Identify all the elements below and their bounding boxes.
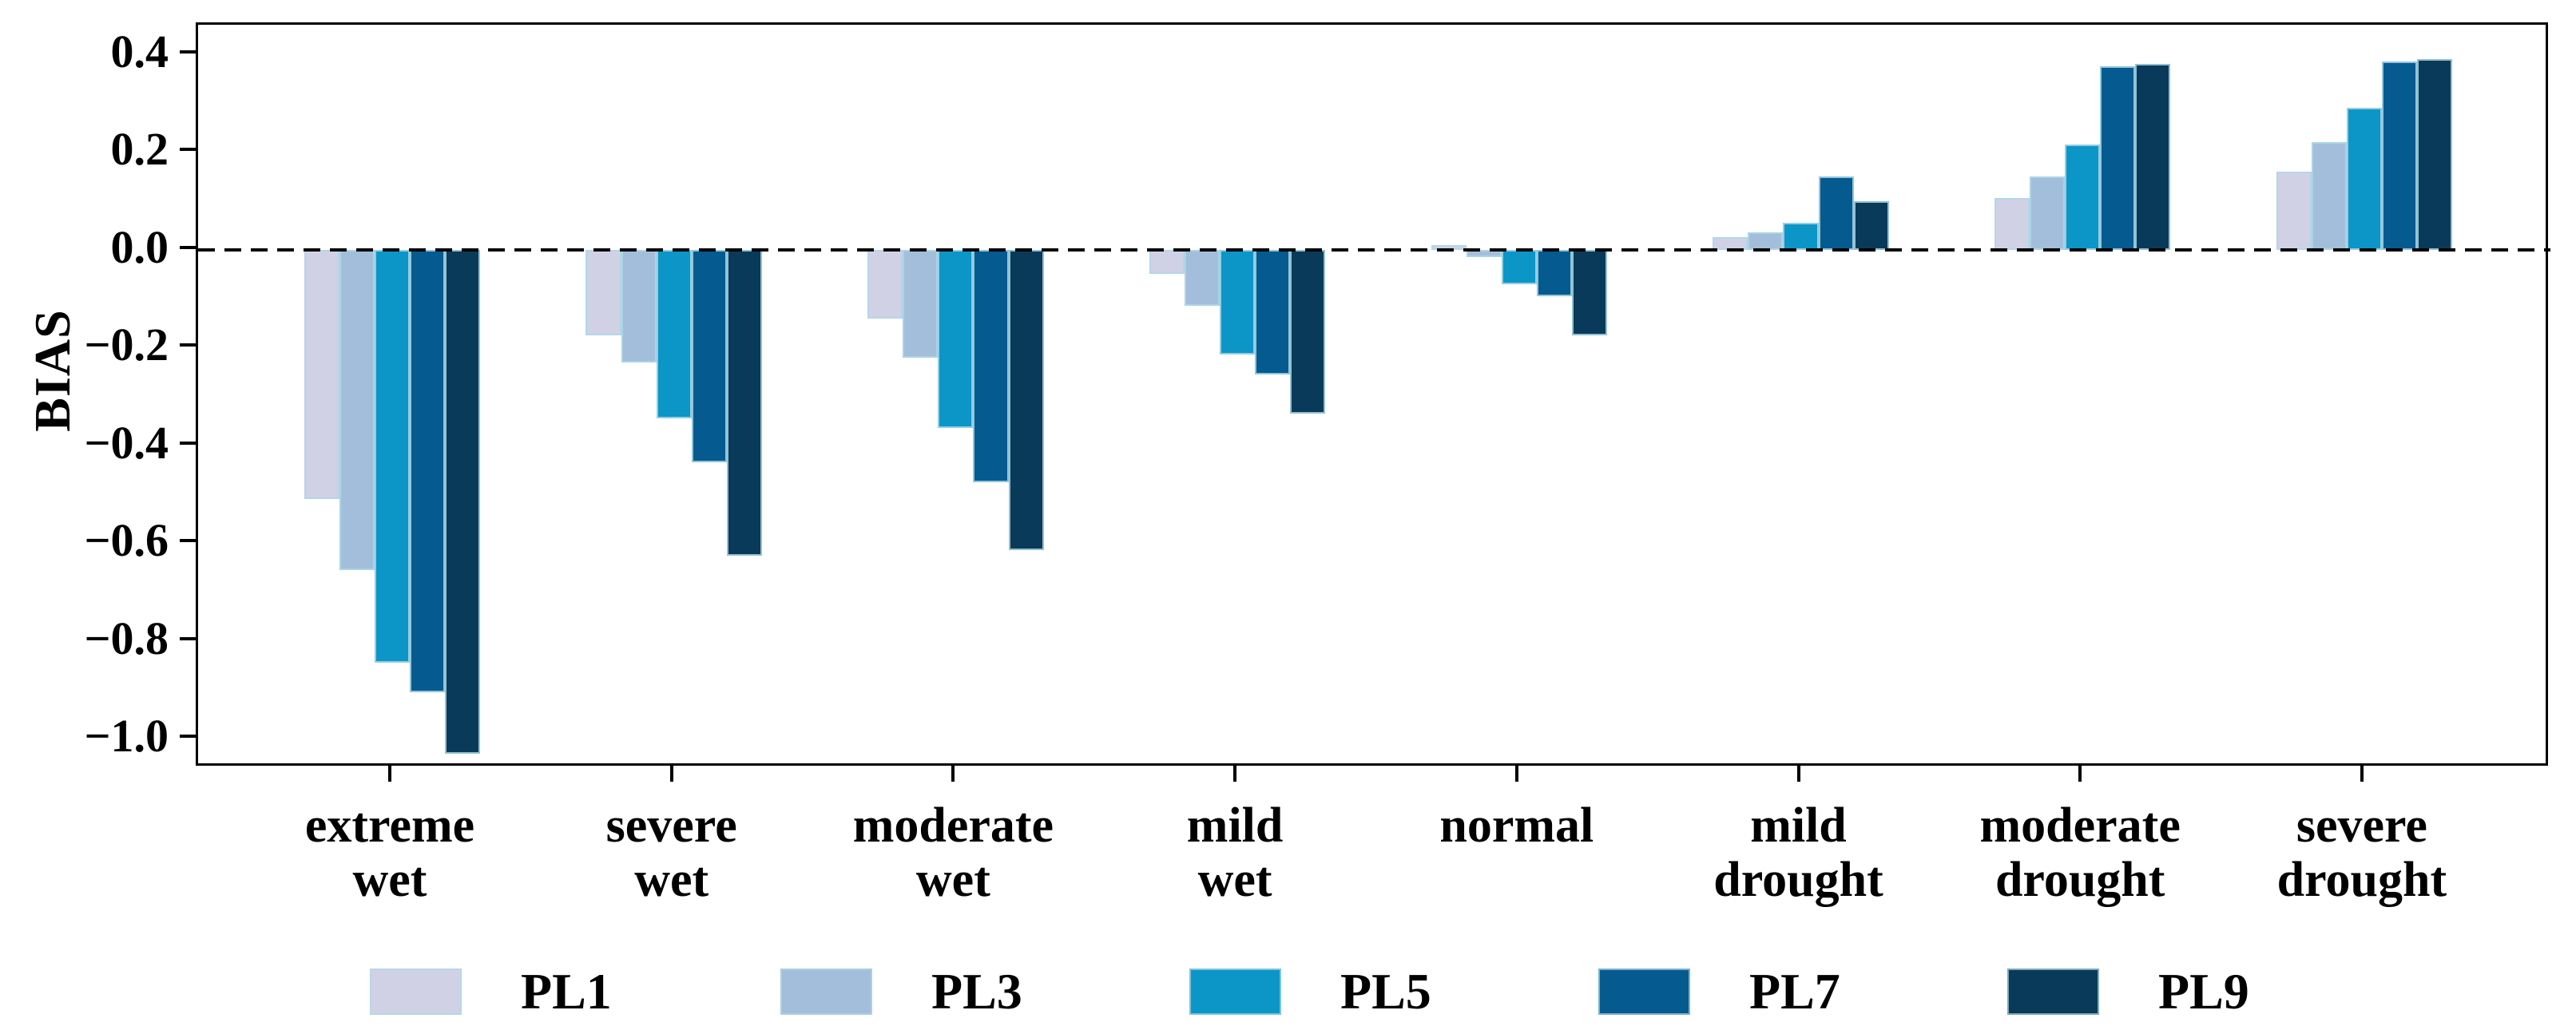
x-tick-mark [951, 766, 955, 782]
bar-pl7-moderate-wet [973, 249, 1009, 482]
bar-pl5-mild-wet [1220, 249, 1256, 355]
x-category-label-normal: normal [1439, 798, 1594, 853]
legend-label-pl3: PL3 [931, 963, 1022, 1020]
legend-swatch-pl5 [1189, 969, 1281, 1015]
bar-pl5-severe-wet [656, 249, 692, 419]
bar-pl5-mild-drought [1783, 223, 1819, 250]
bar-pl3-severe-drought [2311, 142, 2347, 250]
x-tick-mark [388, 766, 391, 782]
x-tick-mark [2360, 766, 2364, 782]
x-category-label-mild-drought: mild drought [1713, 798, 1883, 907]
legend-label-pl5: PL5 [1340, 963, 1431, 1020]
y-tick-mark [180, 148, 196, 152]
bar-pl1-severe-wet [585, 249, 621, 335]
legend-swatch-pl7 [1598, 969, 1690, 1015]
bar-pl7-mild-drought [1818, 176, 1854, 250]
x-category-label-severe-drought: severe drought [2276, 798, 2447, 907]
zero-dashed-line [198, 248, 2550, 252]
bar-pl3-severe-wet [621, 249, 657, 362]
bar-pl7-normal [1536, 249, 1572, 296]
y-tick-label: −0.4 [84, 416, 169, 469]
y-tick-mark [180, 50, 196, 53]
x-tick-mark [1796, 766, 1800, 782]
bar-pl9-severe-wet [726, 249, 762, 556]
legend-item-pl3: PL3 [780, 966, 1022, 1017]
bar-pl3-extreme-wet [339, 249, 375, 570]
bar-pl5-extreme-wet [374, 249, 411, 664]
x-category-label-moderate-drought: moderate drought [1979, 798, 2181, 907]
x-category-label-extreme-wet: extreme wet [304, 798, 475, 907]
bar-pl9-severe-drought [2417, 58, 2453, 250]
bar-pl5-severe-drought [2346, 108, 2382, 250]
legend-item-pl1: PL1 [370, 966, 612, 1017]
bar-pl5-moderate-wet [938, 249, 974, 429]
bar-pl9-moderate-wet [1008, 249, 1044, 551]
x-category-label-severe-wet: severe wet [605, 798, 737, 907]
bar-pl9-mild-wet [1290, 249, 1326, 414]
x-tick-mark [1514, 766, 1518, 782]
y-tick-mark [180, 343, 196, 347]
bar-pl9-moderate-drought [2135, 64, 2171, 250]
legend-label-pl7: PL7 [1749, 963, 1840, 1020]
bar-pl1-extreme-wet [304, 249, 339, 500]
y-tick-label: −0.8 [84, 612, 169, 664]
bar-pl1-mild-wet [1149, 249, 1185, 275]
bar-pl9-mild-drought [1853, 200, 1889, 250]
y-tick-mark [180, 735, 196, 739]
x-tick-mark [2078, 766, 2082, 782]
y-tick-label: 0.4 [110, 25, 169, 77]
plot-area [196, 22, 2550, 766]
legend-item-pl7: PL7 [1598, 966, 1840, 1017]
bar-pl9-normal [1571, 249, 1608, 335]
bar-pl9-extreme-wet [445, 249, 481, 754]
legend-item-pl9: PL9 [2007, 966, 2249, 1017]
bar-pl5-normal [1501, 249, 1537, 284]
x-tick-mark [669, 766, 673, 782]
y-tick-label: −0.6 [84, 514, 169, 567]
legend-swatch-pl3 [780, 969, 872, 1015]
x-category-label-moderate-wet: moderate wet [852, 798, 1054, 907]
legend-swatch-pl9 [2007, 969, 2099, 1015]
bar-pl7-severe-wet [691, 249, 727, 463]
bar-pl5-moderate-drought [2065, 145, 2101, 250]
bar-pl3-mild-drought [1748, 232, 1784, 250]
y-tick-label: 0.2 [110, 123, 169, 176]
bar-pl1-moderate-drought [1994, 198, 2030, 250]
bar-pl3-mild-wet [1184, 249, 1221, 307]
legend-label-pl9: PL9 [2158, 963, 2249, 1020]
bar-pl7-severe-drought [2381, 61, 2418, 250]
legend-item-pl5: PL5 [1189, 966, 1431, 1017]
bar-pl7-moderate-drought [2100, 66, 2136, 250]
bar-pl7-mild-wet [1255, 249, 1291, 374]
y-tick-label: 0.0 [110, 220, 169, 273]
y-tick-label: −1.0 [84, 710, 169, 763]
y-tick-label: −0.2 [84, 319, 169, 371]
x-tick-mark [1233, 766, 1237, 782]
y-tick-mark [180, 441, 196, 445]
y-tick-mark [180, 636, 196, 640]
bar-pl1-severe-drought [2276, 171, 2312, 250]
legend-swatch-pl1 [370, 969, 462, 1015]
y-tick-mark [180, 539, 196, 543]
legend-label-pl1: PL1 [521, 963, 612, 1020]
bar-pl3-moderate-drought [2030, 176, 2066, 250]
y-tick-mark [180, 245, 196, 249]
bar-pl7-extreme-wet [410, 249, 446, 693]
bar-pl1-moderate-wet [867, 249, 903, 319]
bar-pl3-moderate-wet [903, 249, 939, 358]
x-category-label-mild-wet: mild wet [1186, 798, 1284, 907]
